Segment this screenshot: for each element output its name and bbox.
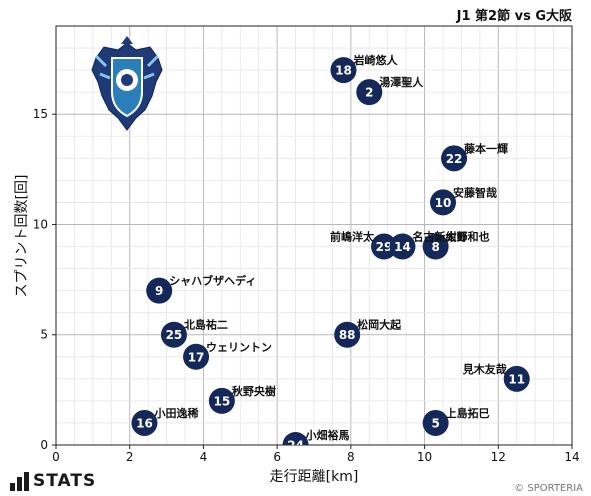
player-point: 29	[371, 233, 398, 260]
x-tick-label: 14	[564, 450, 579, 464]
player-name-label: 小畑裕馬	[305, 428, 350, 442]
jersey-number-label: 17	[188, 350, 205, 364]
point-marker	[389, 233, 416, 260]
player-point: 16	[131, 409, 158, 436]
x-axis-label: 走行距離[km]	[270, 468, 359, 485]
plot-frame	[55, 25, 573, 446]
player-name-label: 見木友哉	[462, 362, 507, 376]
point-marker	[208, 387, 235, 414]
point-marker	[441, 145, 468, 172]
point-marker	[430, 189, 456, 216]
player-point: 22	[441, 145, 468, 172]
player-point: 24	[282, 432, 309, 453]
bar-chart-icon	[10, 471, 29, 491]
point-marker	[422, 409, 449, 436]
x-tick-label: 12	[491, 450, 506, 464]
point-marker	[422, 233, 449, 260]
player-name-label: 上島拓巳	[446, 406, 490, 420]
player-point: 15	[208, 387, 235, 414]
player-point: 9	[146, 277, 173, 304]
player-name-label: 紺野和也	[446, 230, 490, 244]
player-point: 25	[160, 321, 187, 348]
player-point: 14	[389, 233, 416, 260]
jersey-number-label: 14	[394, 240, 411, 254]
player-name-label: 名古新太郎	[412, 230, 467, 244]
x-tick-label: 0	[52, 450, 60, 464]
jersey-number-label: 8	[431, 240, 439, 254]
jersey-number-label: 29	[376, 240, 393, 254]
player-name-label: 藤本一輝	[464, 141, 508, 155]
point-marker	[503, 365, 530, 392]
player-point: 8	[422, 233, 449, 260]
chart-title: J1 第2節 vs G大阪	[456, 8, 573, 24]
point-marker	[146, 277, 173, 304]
jersey-number-label: 11	[508, 372, 525, 386]
player-point: 11	[503, 365, 530, 392]
player-point: 5	[422, 409, 449, 436]
jersey-number-label: 5	[431, 416, 439, 430]
point-marker	[371, 233, 398, 260]
jersey-number-label: 88	[339, 328, 356, 342]
x-tick-label: 4	[200, 450, 208, 464]
player-point: 18	[330, 57, 357, 84]
jersey-number-label: 24	[287, 439, 304, 453]
point-marker	[330, 57, 357, 84]
y-tick-label: 15	[33, 107, 48, 121]
jersey-number-label: 2	[365, 86, 373, 100]
point-marker	[334, 321, 361, 348]
point-marker	[356, 79, 383, 106]
jersey-number-label: 25	[166, 328, 183, 342]
point-marker	[282, 432, 309, 445]
player-name-label: 前嶋洋太	[330, 230, 375, 244]
player-name-label: 湯澤聖人	[379, 75, 424, 89]
jersey-number-label: 16	[136, 416, 153, 430]
x-tick-label: 6	[273, 450, 281, 464]
point-marker	[160, 321, 187, 348]
y-tick-label: 5	[40, 328, 48, 342]
jersey-number-label: 15	[214, 394, 231, 408]
y-axis-label: スプリント回数[回]	[14, 175, 30, 298]
player-name-label: 北島祐二	[184, 318, 228, 332]
player-name-label: ウェリントン	[206, 341, 272, 354]
player-point: 88	[334, 321, 361, 348]
copyright-credit: © SPORTERIA	[514, 483, 583, 494]
x-tick-label: 10	[417, 450, 432, 464]
x-tick-label: 8	[347, 450, 355, 464]
player-name-label: 岩崎悠人	[352, 53, 398, 67]
jersey-number-label: 9	[155, 284, 163, 298]
stats-logo: STATS	[10, 471, 96, 491]
player-point: 17	[183, 343, 210, 370]
player-name-label: 松岡大起	[357, 318, 402, 332]
player-name-label: 安藤智哉	[453, 185, 497, 199]
point-marker	[183, 343, 210, 370]
brand-text: STATS	[33, 471, 97, 491]
player-name-label: 小田逸稀	[153, 406, 198, 420]
player-point: 10	[430, 189, 456, 216]
jersey-number-label: 18	[335, 64, 352, 78]
player-name-label: シャハブザヘディ	[169, 274, 256, 288]
player-name-label: 秋野央樹	[232, 384, 276, 398]
x-tick-label: 2	[126, 450, 134, 464]
team-crest-icon	[91, 36, 163, 131]
y-tick-label: 0	[40, 438, 48, 452]
y-tick-label: 10	[33, 217, 48, 231]
player-point: 2	[356, 79, 383, 106]
jersey-number-label: 10	[435, 196, 452, 210]
point-marker	[131, 409, 158, 436]
jersey-number-label: 22	[446, 152, 463, 166]
